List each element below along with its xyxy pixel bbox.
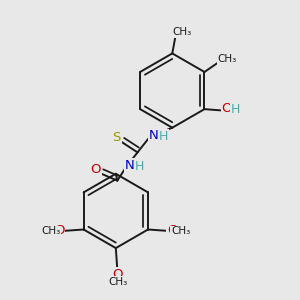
Text: H: H — [158, 130, 168, 143]
Text: O: O — [221, 102, 232, 115]
Text: N: N — [149, 129, 158, 142]
Text: O: O — [54, 224, 64, 237]
Text: CH₃: CH₃ — [173, 27, 192, 37]
Text: S: S — [112, 131, 121, 144]
Text: O: O — [112, 268, 123, 281]
Text: H: H — [230, 103, 240, 116]
Text: CH₃: CH₃ — [108, 277, 127, 287]
Text: O: O — [91, 163, 101, 176]
Text: CH₃: CH₃ — [217, 54, 236, 64]
Text: N: N — [125, 159, 135, 172]
Text: CH₃: CH₃ — [171, 226, 190, 236]
Text: CH₃: CH₃ — [41, 226, 61, 236]
Text: H: H — [135, 160, 144, 173]
Text: O: O — [167, 224, 178, 237]
